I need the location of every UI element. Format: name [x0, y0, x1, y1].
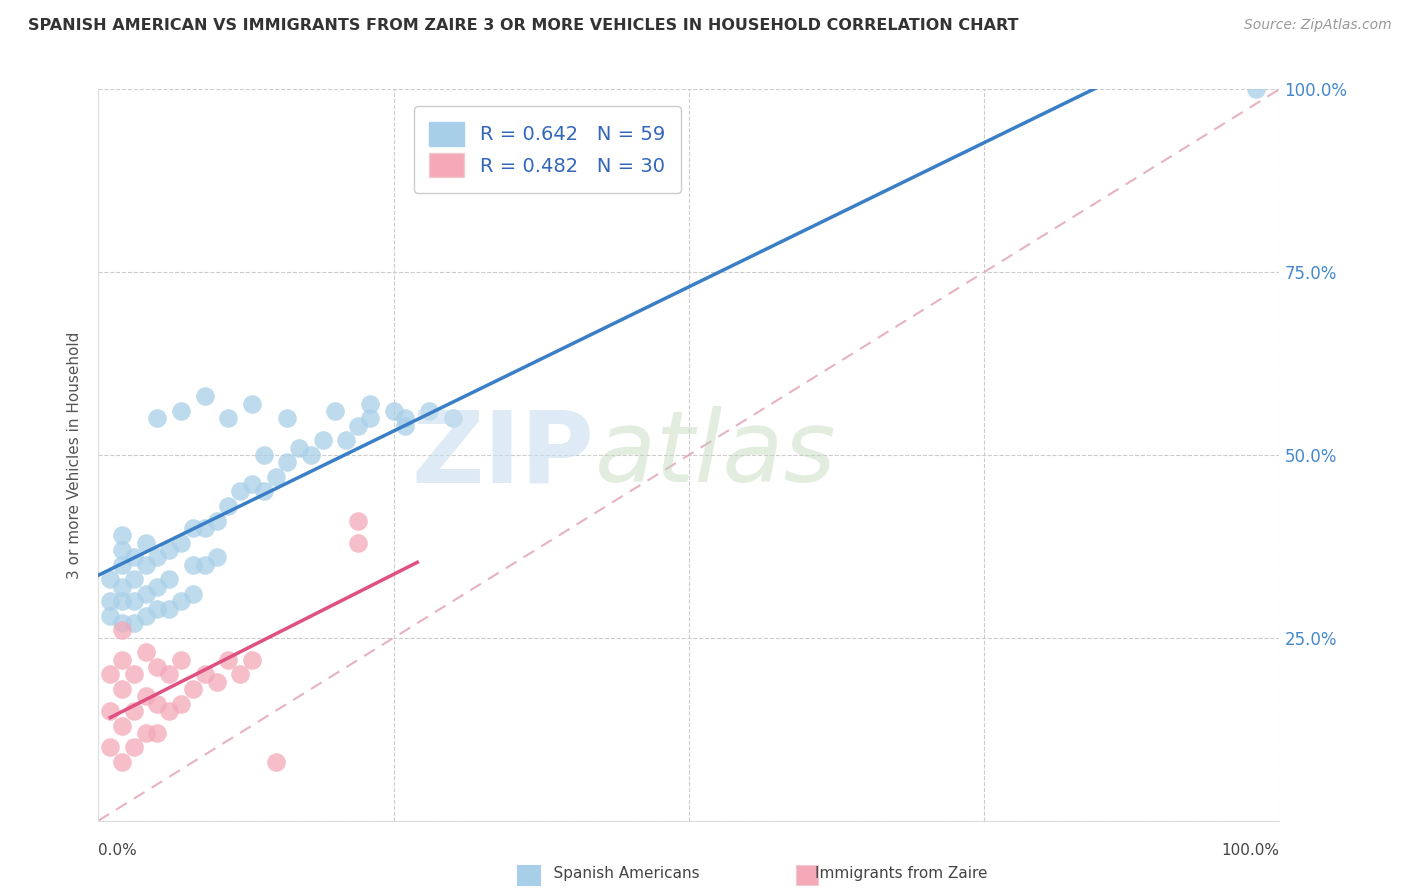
Point — [394, 418, 416, 433]
Point — [359, 397, 381, 411]
Point — [146, 411, 169, 425]
Point — [122, 550, 145, 565]
Point — [111, 681, 134, 696]
Point — [288, 441, 311, 455]
Point — [240, 397, 263, 411]
Point — [181, 558, 204, 572]
Point — [122, 616, 145, 631]
Point — [382, 404, 405, 418]
Point — [111, 755, 134, 769]
Text: Source: ZipAtlas.com: Source: ZipAtlas.com — [1244, 18, 1392, 32]
Point — [194, 667, 217, 681]
Point — [217, 499, 239, 513]
Point — [253, 484, 276, 499]
Point — [264, 470, 287, 484]
Point — [98, 704, 121, 718]
Text: Spanish Americans: Spanish Americans — [534, 866, 700, 881]
Point — [181, 587, 204, 601]
Point — [264, 755, 287, 769]
Point — [170, 535, 193, 549]
Point — [347, 535, 370, 549]
Point — [205, 514, 228, 528]
Point — [122, 572, 145, 586]
Point — [146, 726, 169, 740]
Point — [217, 411, 239, 425]
Point — [394, 411, 416, 425]
Text: ZIP: ZIP — [412, 407, 595, 503]
Point — [157, 543, 180, 558]
Point — [135, 587, 157, 601]
Point — [135, 608, 157, 623]
Point — [157, 572, 180, 586]
Point — [170, 404, 193, 418]
Point — [135, 726, 157, 740]
Point — [111, 558, 134, 572]
Point — [98, 608, 121, 623]
Point — [111, 624, 134, 638]
Point — [98, 667, 121, 681]
Point — [135, 535, 157, 549]
Point — [111, 543, 134, 558]
Point — [98, 594, 121, 608]
Point — [217, 653, 239, 667]
Point — [146, 601, 169, 615]
Point — [111, 580, 134, 594]
Point — [170, 594, 193, 608]
Point — [240, 477, 263, 491]
Point — [157, 704, 180, 718]
Point — [276, 411, 298, 425]
Point — [122, 704, 145, 718]
Point — [347, 418, 370, 433]
Point — [194, 558, 217, 572]
Point — [194, 521, 217, 535]
Point — [170, 653, 193, 667]
Point — [135, 690, 157, 704]
Point — [253, 448, 276, 462]
Text: atlas: atlas — [595, 407, 837, 503]
Point — [157, 601, 180, 615]
Point — [111, 653, 134, 667]
Point — [98, 740, 121, 755]
Point — [111, 528, 134, 542]
Point — [111, 718, 134, 732]
Point — [229, 484, 252, 499]
Text: 0.0%: 0.0% — [98, 843, 138, 858]
Point — [181, 681, 204, 696]
Point — [299, 448, 322, 462]
Point — [122, 740, 145, 755]
Point — [111, 616, 134, 631]
Point — [1244, 82, 1267, 96]
Point — [441, 411, 464, 425]
Point — [418, 404, 440, 418]
Point — [135, 645, 157, 659]
Point — [205, 550, 228, 565]
Point — [312, 434, 335, 448]
Point — [146, 697, 169, 711]
Point — [122, 594, 145, 608]
Point — [323, 404, 346, 418]
Point — [146, 550, 169, 565]
Point — [157, 667, 180, 681]
Legend: R = 0.642   N = 59, R = 0.482   N = 30: R = 0.642 N = 59, R = 0.482 N = 30 — [413, 106, 681, 193]
Y-axis label: 3 or more Vehicles in Household: 3 or more Vehicles in Household — [67, 331, 83, 579]
Point — [98, 572, 121, 586]
Text: Immigrants from Zaire: Immigrants from Zaire — [815, 866, 988, 881]
Text: SPANISH AMERICAN VS IMMIGRANTS FROM ZAIRE 3 OR MORE VEHICLES IN HOUSEHOLD CORREL: SPANISH AMERICAN VS IMMIGRANTS FROM ZAIR… — [28, 18, 1018, 33]
Point — [205, 674, 228, 689]
Point — [135, 558, 157, 572]
Point — [111, 594, 134, 608]
Point — [194, 389, 217, 403]
Point — [359, 411, 381, 425]
Point — [229, 667, 252, 681]
Point — [181, 521, 204, 535]
Point — [276, 455, 298, 469]
Point — [122, 667, 145, 681]
Text: 100.0%: 100.0% — [1222, 843, 1279, 858]
Point — [240, 653, 263, 667]
Point — [146, 660, 169, 674]
Point — [347, 514, 370, 528]
Point — [170, 697, 193, 711]
Point — [335, 434, 357, 448]
Point — [146, 580, 169, 594]
